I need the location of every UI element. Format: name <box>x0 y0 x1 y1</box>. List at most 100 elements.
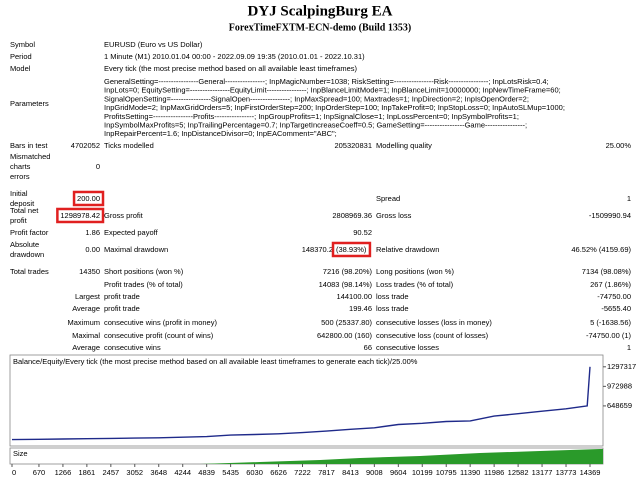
balance-line <box>11 366 591 441</box>
size-area <box>200 449 603 464</box>
row-label: Ticks modelled <box>104 141 154 150</box>
row-value: 66 <box>364 343 372 352</box>
row-label: consecutive wins <box>104 343 161 352</box>
row-label: Initial <box>10 189 28 198</box>
row-label: Long positions (won %) <box>376 267 454 276</box>
x-tick-label: 1861 <box>79 468 96 477</box>
x-tick-label: 3648 <box>150 468 167 477</box>
row-value: 5 (-1638.56) <box>590 318 631 327</box>
row-value: 1.86 <box>85 228 100 237</box>
row-label: Gross loss <box>376 211 412 220</box>
row-value: 1 Minute (M1) 2010.01.04 00:00 - 2022.09… <box>104 52 365 61</box>
row-label: Expected payoff <box>104 228 159 237</box>
row-label: Model <box>10 64 31 73</box>
x-tick-label: 9604 <box>390 468 407 477</box>
parameter-line: GeneralSetting=----------------General--… <box>104 77 549 86</box>
row-label: Relative drawdown <box>376 245 439 254</box>
row-value: (38.93%) <box>336 245 367 254</box>
row-label: Mismatched <box>10 152 50 161</box>
x-tick-label: 10795 <box>436 468 457 477</box>
row-value: 500 (25337.80) <box>321 318 372 327</box>
row-value: 148370.2 <box>302 245 333 254</box>
highlight-box <box>72 190 105 207</box>
row-value: 1298978.42 <box>60 211 100 220</box>
row-value: Maximal <box>72 331 100 340</box>
row-value: 0 <box>96 162 100 171</box>
row-label: Modelling quality <box>376 141 432 150</box>
row-label: Symbol <box>10 40 35 49</box>
row-label: Short positions (won %) <box>104 267 184 276</box>
x-tick-label: 0 <box>12 468 16 477</box>
row-value: 2808969.36 <box>332 211 372 220</box>
row-label: Loss trades (% of total) <box>376 280 454 289</box>
row-value: 14350 <box>79 267 100 276</box>
row-label: drawdown <box>10 250 44 259</box>
x-tick-label: 13177 <box>532 468 553 477</box>
row-value: Every tick (the most precise method base… <box>104 64 358 73</box>
row-value: 25.00% <box>606 141 632 150</box>
row-label: Total trades <box>10 267 49 276</box>
x-tick-label: 8413 <box>342 468 359 477</box>
y-tick-label: 972988 <box>607 381 632 390</box>
row-value: 46.52% (4159.69) <box>571 245 631 254</box>
row-label: consecutive profit (count of wins) <box>104 331 214 340</box>
y-tick-label: 648659 <box>607 401 632 410</box>
x-tick-label: 6030 <box>246 468 263 477</box>
highlight-box <box>56 207 105 224</box>
row-label: consecutive losses <box>376 343 439 352</box>
row-value: 199.46 <box>349 304 372 313</box>
row-value: Maximum <box>67 318 100 327</box>
x-tick-label: 14369 <box>580 468 601 477</box>
row-value: 7216 (98.20%) <box>323 267 373 276</box>
report-title: DYJ ScalpingBurg EA <box>247 3 392 19</box>
x-tick-label: 11986 <box>484 468 504 477</box>
row-label: Absolute <box>10 240 39 249</box>
row-value: 642800.00 (160) <box>317 331 373 340</box>
parameter-line: InpGridMode=2; InpMaxGridOrders=5; InpFi… <box>104 103 565 112</box>
x-tick-label: 5435 <box>222 468 239 477</box>
highlight-box <box>331 241 372 258</box>
x-tick-label: 2457 <box>102 468 119 477</box>
x-tick-label: 4244 <box>174 468 191 477</box>
legend-item: Equity <box>42 357 63 366</box>
row-label: loss trade <box>376 292 409 301</box>
row-label: Bars in test <box>10 141 48 150</box>
parameter-line: InpLots=0; EquitySetting=---------------… <box>104 86 561 95</box>
row-label: Total net <box>10 206 39 215</box>
row-value: -74750.00 <box>597 292 631 301</box>
row-value: 14083 (98.14%) <box>319 280 373 289</box>
legend-separator: / <box>390 357 393 366</box>
row-label: Period <box>10 52 32 61</box>
x-tick-label: 3052 <box>126 468 143 477</box>
parameter-line: ProfitsSetting=----------------Profits--… <box>104 112 519 121</box>
x-tick-label: 4839 <box>198 468 215 477</box>
row-label: consecutive losses (loss in money) <box>376 318 492 327</box>
row-value: Largest <box>75 292 101 301</box>
row-label: deposit <box>10 199 35 208</box>
x-tick-label: 1266 <box>55 468 72 477</box>
x-tick-label: 12582 <box>508 468 529 477</box>
x-tick-label: 11390 <box>460 468 480 477</box>
row-value: 1 <box>627 343 631 352</box>
row-value: Average <box>72 304 100 313</box>
y-tick-label: 1297317 <box>607 362 636 371</box>
x-tick-label: 7222 <box>294 468 311 477</box>
row-value: EURUSD (Euro vs US Dollar) <box>104 40 203 49</box>
row-value: 267 (1.86%) <box>590 280 631 289</box>
row-value: 90.52 <box>353 228 372 237</box>
x-tick-label: 670 <box>33 468 46 477</box>
row-label: Profit factor <box>10 228 49 237</box>
row-value: 0.00 <box>85 245 100 254</box>
row-value: Average <box>72 343 100 352</box>
row-label: profit trade <box>104 292 140 301</box>
row-value: -1509990.94 <box>589 211 631 220</box>
row-value: 144100.00 <box>337 292 372 301</box>
legend-separator: / <box>40 357 43 366</box>
row-label: errors <box>10 172 30 181</box>
x-tick-label: 13773 <box>556 468 577 477</box>
row-label: Profit trades (% of total) <box>104 280 183 289</box>
x-tick-label: 10199 <box>412 468 433 477</box>
row-value: -74750.00 (1) <box>586 331 632 340</box>
parameter-line: InpSymbolMaxProfits=5; InpTrailingPercen… <box>104 120 527 129</box>
